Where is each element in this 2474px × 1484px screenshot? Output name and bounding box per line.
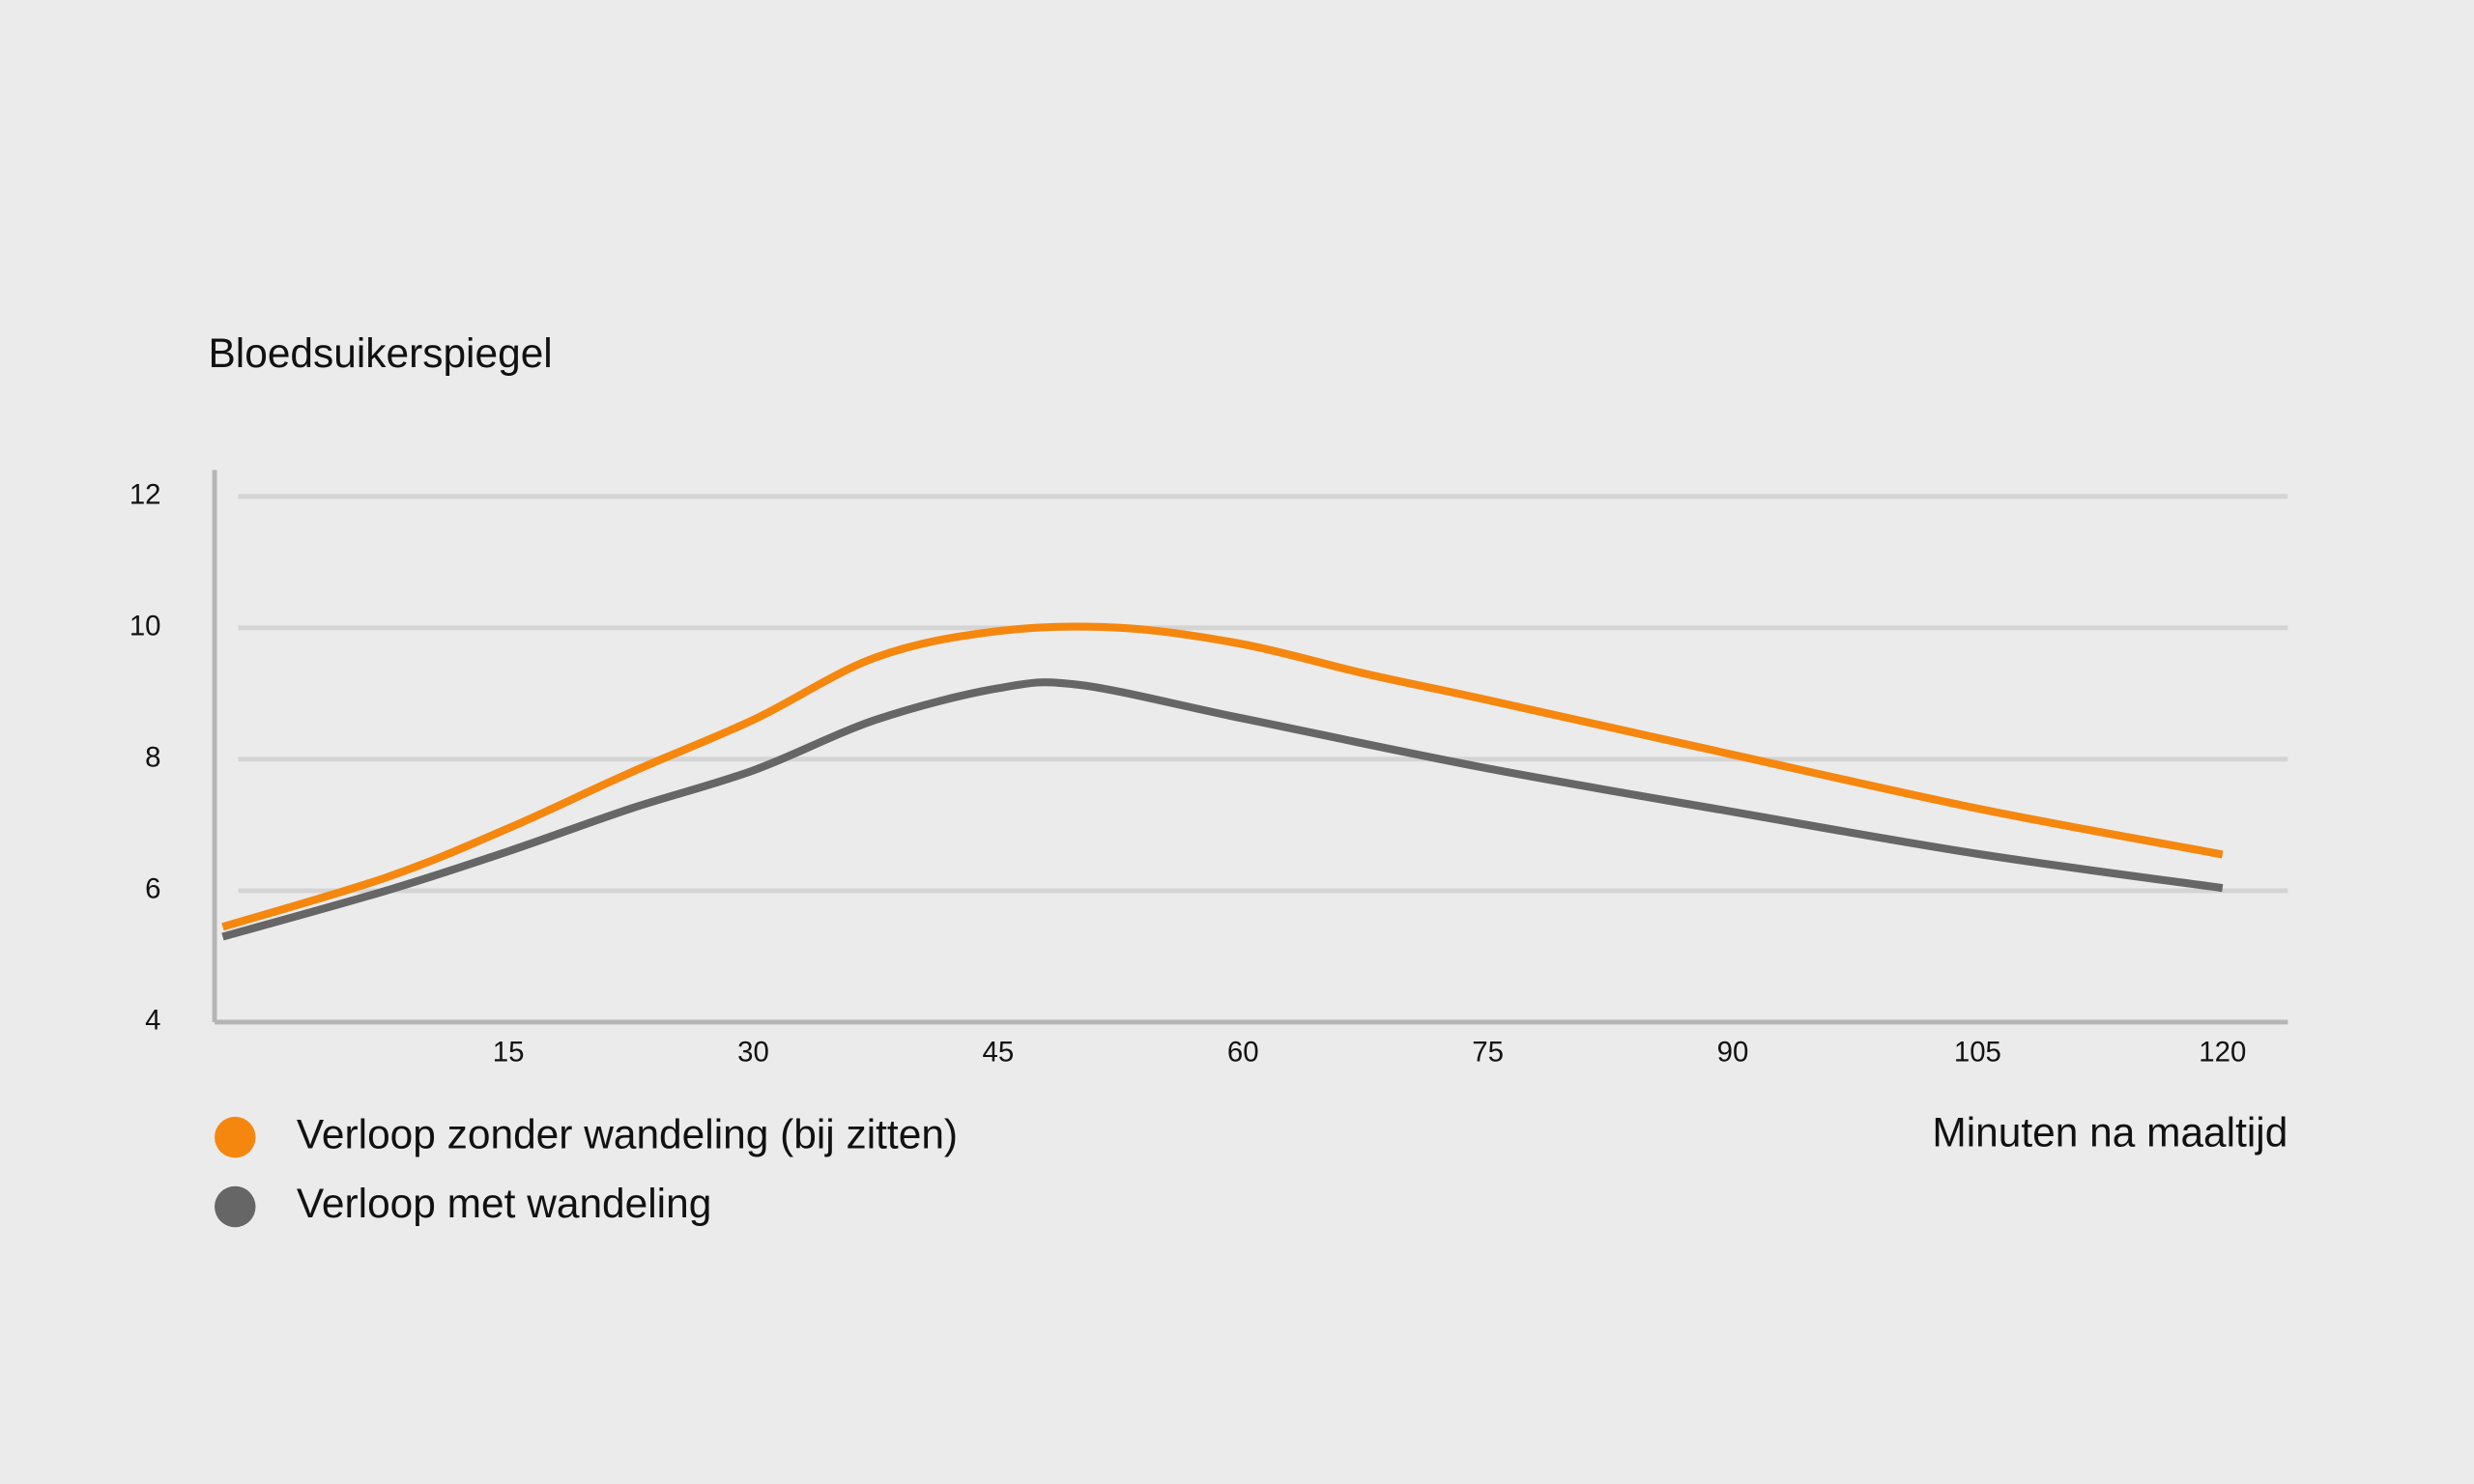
line xyxy=(221,622,2224,931)
y-tick-label: 6 xyxy=(145,873,160,905)
x-tick-label: 60 xyxy=(1227,1036,1259,1068)
y-tick-label: 4 xyxy=(145,1005,160,1037)
legend-label: Verloop zonder wandeling (bij zitten) xyxy=(297,1111,958,1156)
x-tick-label: 75 xyxy=(1472,1036,1504,1068)
x-tick-label: 30 xyxy=(737,1036,769,1068)
x-tick-label: 105 xyxy=(1954,1036,2001,1068)
x-tick-label: 45 xyxy=(983,1036,1015,1068)
line xyxy=(221,678,2224,941)
y-tick-label: 10 xyxy=(129,611,161,642)
legend-marker xyxy=(215,1185,256,1228)
x-tick-label: 120 xyxy=(2199,1036,2246,1068)
x-tick-label: 90 xyxy=(1717,1036,1749,1068)
x-axis-label: Minuten na maaltijd xyxy=(1932,1110,2287,1156)
y-axis-label: Bloedsuikerspiegel xyxy=(209,330,553,376)
y-tick-label: 12 xyxy=(129,479,161,511)
legend-label: Verloop met wandeling xyxy=(297,1181,711,1226)
legend-marker xyxy=(215,1116,256,1158)
y-tick-label: 8 xyxy=(145,742,160,774)
x-tick-label: 15 xyxy=(493,1036,525,1068)
